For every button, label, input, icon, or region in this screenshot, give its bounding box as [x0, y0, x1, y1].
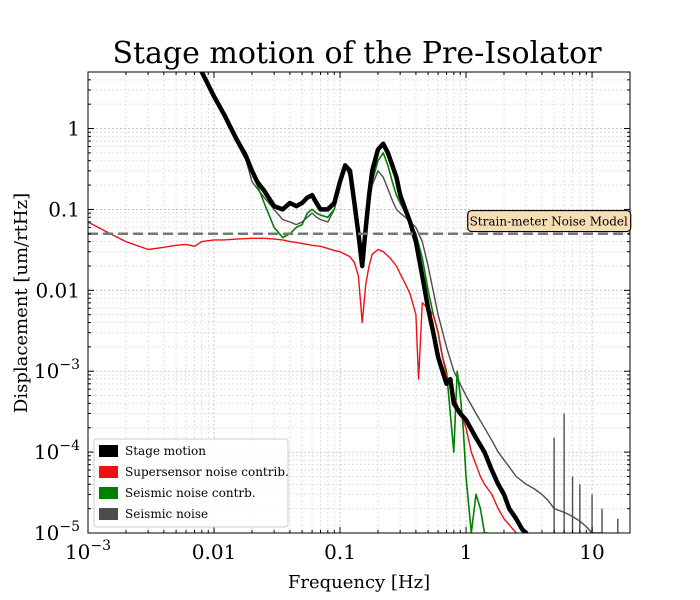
y-tick-label: 10−4: [34, 438, 80, 464]
y-tick-label: 0.01: [35, 278, 80, 302]
legend-label: Supersensor noise contrib.: [125, 465, 289, 479]
legend-frame: [93, 438, 289, 528]
axes-ticks: 10−3 0.01 0.1 1 10 1 0.1 0.01 10−3 10−4 10−5: [34, 71, 631, 564]
x-tick-label: 1: [460, 540, 473, 564]
legend-swatch: [99, 445, 118, 457]
legend-label: Seismic noise contrb.: [125, 486, 256, 500]
legend-swatch: [99, 466, 118, 478]
annotation-text: Strain-meter Noise Model: [470, 215, 628, 229]
series-supersensor-noise-contrib: [88, 221, 518, 533]
legend: Stage motion Supersensor noise contrib. Se…: [93, 438, 289, 528]
series-seismic-noise: [201, 72, 603, 533]
chart-title: Stage motion of the Pre-Isolator: [112, 36, 602, 71]
y-tick-label: 0.1: [48, 197, 80, 221]
annotation-box: [467, 209, 632, 233]
x-axis-label: Frequency [Hz]: [288, 572, 430, 593]
legend-label: Seismic noise: [125, 507, 208, 521]
legend-swatch: [99, 487, 118, 499]
y-tick-label: 1: [67, 117, 80, 141]
y-axis-label: Displacement [um/rtHz]: [11, 193, 32, 413]
y-tick-label: 10−5: [34, 519, 80, 545]
x-tick-label: 10: [579, 540, 604, 564]
plot-area: [88, 72, 630, 533]
y-tick-label: 10−3: [34, 357, 80, 383]
x-tick-label: 0.1: [324, 540, 356, 564]
series-stage-motion: [199, 72, 529, 533]
noise-model-annotation: Strain-meter Noise Model: [467, 209, 632, 233]
x-tick-label: 10−3: [65, 538, 111, 564]
legend-label: Stage motion: [125, 444, 206, 458]
legend-swatch: [99, 508, 118, 520]
x-tick-label: 0.01: [192, 540, 237, 564]
